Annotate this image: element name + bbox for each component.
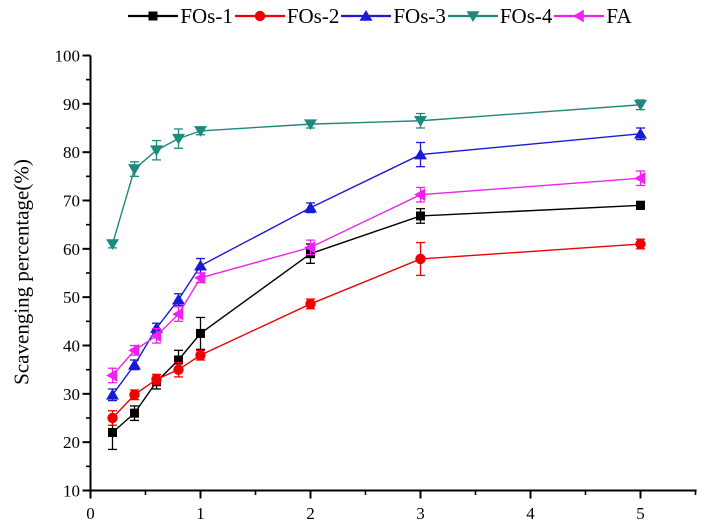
square-marker-icon — [416, 211, 425, 221]
chart-legend: FOs-1 FOs-2 FOs-3 FOs-4 FA — [0, 1, 712, 31]
legend-label: FOs-2 — [286, 4, 340, 28]
x-tick-label: 1 — [196, 504, 205, 523]
y-tick-label: 90 — [63, 95, 80, 114]
triangle-left-marker-icon — [573, 9, 585, 23]
x-tick-label: 5 — [636, 504, 645, 523]
triangle-down-marker-icon — [634, 100, 647, 111]
series-line — [111, 133, 641, 396]
y-tick-label: 20 — [63, 433, 80, 452]
triangle-down-marker-icon — [172, 133, 185, 145]
triangle-left-marker-icon — [414, 188, 426, 201]
legend-circle-icon — [234, 10, 285, 22]
triangle-left-marker-icon — [150, 329, 162, 343]
triangle-up-marker-icon — [304, 201, 317, 213]
triangle-left-marker-icon — [194, 271, 206, 285]
series-line — [111, 104, 641, 245]
triangle-down-marker-icon — [128, 164, 141, 176]
legend-label: FOs-3 — [393, 4, 446, 28]
circle-marker-icon — [254, 10, 266, 22]
x-axis-tick-labels: 0 1 2 3 4 5 — [86, 504, 645, 523]
x-tick-label: 3 — [416, 504, 425, 523]
legend-item-FOs-4: FOs-4 — [447, 3, 554, 29]
triangle-up-marker-icon — [359, 10, 373, 21]
triangle-down-marker-icon — [304, 119, 317, 131]
series-line — [112, 204, 641, 434]
circle-marker-icon — [415, 253, 426, 265]
triangle-left-marker-icon — [106, 369, 118, 382]
series-FOs-3 — [106, 127, 647, 402]
legend-label: FOs-4 — [499, 4, 553, 28]
y-tick-label: 80 — [63, 143, 80, 162]
y-tick-label: 100 — [55, 47, 81, 66]
triangle-up-marker-icon — [634, 127, 647, 139]
triangle-down-marker-icon — [106, 239, 119, 250]
triangle-up-marker-icon — [106, 388, 119, 400]
circle-marker-icon — [195, 349, 206, 361]
legend-triangle-down-icon — [447, 11, 498, 22]
circle-marker-icon — [107, 412, 118, 424]
triangle-up-marker-icon — [128, 358, 141, 370]
series-FA — [106, 170, 646, 384]
y-tick-label: 50 — [63, 288, 80, 307]
legend-item-FOs-2: FOs-2 — [234, 3, 341, 29]
circle-marker-icon — [151, 374, 162, 385]
triangle-left-marker-icon — [634, 171, 646, 185]
circle-marker-icon — [635, 238, 646, 250]
triangle-up-marker-icon — [414, 148, 427, 160]
y-tick-label: 30 — [63, 385, 80, 404]
y-tick-label: 60 — [63, 240, 80, 259]
triangle-left-marker-icon — [304, 241, 316, 254]
legend-label: FA — [606, 4, 632, 28]
series-FOs-2 — [107, 238, 646, 426]
legend-label: FOs-1 — [180, 4, 233, 28]
square-marker-icon — [130, 408, 139, 418]
square-marker-icon — [196, 328, 205, 338]
square-marker-icon — [148, 11, 158, 21]
triangle-down-marker-icon — [194, 126, 207, 137]
circle-marker-icon — [129, 389, 140, 400]
series-line — [111, 243, 641, 419]
legend-item-FA: FA — [553, 3, 632, 29]
triangle-left-marker-icon — [172, 307, 184, 321]
y-tick-label: 70 — [63, 192, 80, 211]
y-tick-label: 40 — [63, 337, 80, 356]
triangle-up-marker-icon — [194, 259, 207, 271]
square-marker-icon — [636, 200, 645, 210]
square-marker-icon — [174, 355, 183, 365]
series-FOs-4 — [106, 99, 647, 250]
triangle-down-marker-icon — [466, 11, 480, 22]
legend-item-FOs-1: FOs-1 — [127, 3, 234, 29]
legend-square-icon — [128, 11, 179, 21]
y-tick-label: 10 — [63, 482, 80, 501]
x-tick-label: 4 — [526, 504, 535, 523]
legend-item-FOs-3: FOs-3 — [340, 3, 447, 29]
triangle-down-marker-icon — [414, 115, 427, 127]
triangle-left-marker-icon — [128, 344, 140, 357]
circle-marker-icon — [173, 364, 184, 375]
triangle-down-marker-icon — [150, 145, 163, 157]
circle-marker-icon — [305, 298, 316, 310]
y-axis-tick-labels: 10 20 30 40 50 60 70 80 90 100 — [55, 47, 81, 501]
axes — [82, 54, 697, 499]
series-FOs-1 — [108, 200, 645, 451]
square-marker-icon — [108, 428, 117, 437]
triangle-up-marker-icon — [150, 322, 163, 333]
legend-triangle-left-icon — [554, 9, 605, 23]
x-tick-label: 0 — [86, 504, 95, 523]
legend-triangle-up-icon — [341, 10, 392, 21]
x-tick-label: 2 — [306, 504, 315, 523]
triangle-up-marker-icon — [172, 293, 185, 305]
